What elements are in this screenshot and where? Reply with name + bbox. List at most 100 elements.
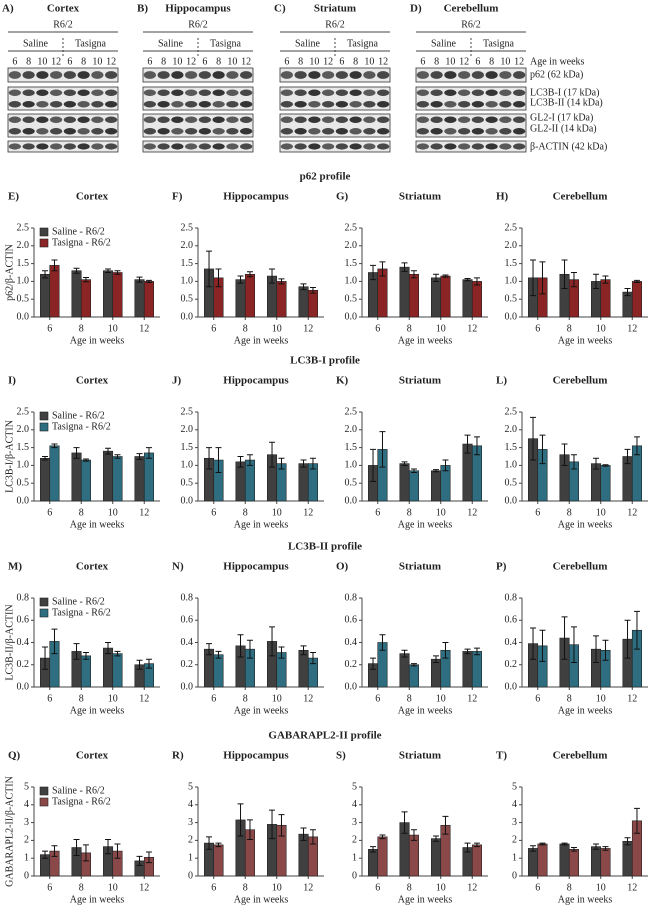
bar: [103, 270, 114, 318]
chart-title: Striatum: [399, 561, 441, 573]
blot-band: [485, 143, 498, 150]
x-axis-label: Age in weeks: [70, 335, 125, 346]
y-tick-label: 1.5: [505, 442, 518, 453]
x-tick-label: 12: [627, 507, 637, 518]
blot-band: [198, 116, 211, 123]
blot-band: [430, 71, 443, 79]
blot-band: [50, 71, 63, 79]
x-tick-label: 12: [627, 882, 637, 893]
error-bar: [410, 270, 417, 279]
error-bar: [401, 461, 408, 466]
error-bar: [269, 626, 276, 657]
blot-band: [91, 101, 104, 108]
error-bar: [593, 273, 600, 290]
blot-band: [513, 71, 526, 79]
y-tick-label: 2.5: [505, 406, 518, 417]
error-bar: [624, 619, 631, 659]
blot-band: [212, 101, 225, 108]
panel-letter: Q): [8, 750, 21, 762]
error-bar: [73, 447, 80, 459]
y-tick-label: 2.5: [181, 406, 194, 417]
y-tick-label: 0.0: [181, 681, 194, 692]
x-tick-label: 10: [436, 882, 446, 893]
chart-title: Striatum: [399, 191, 441, 203]
blot-band: [416, 101, 429, 108]
bar: [244, 459, 255, 502]
blot-band: [430, 89, 443, 96]
y-tick-label: 0: [188, 870, 193, 881]
age-label: 6: [475, 56, 480, 67]
blot-band: [143, 116, 156, 123]
age-label: 8: [489, 56, 494, 67]
x-tick-label: 8: [243, 693, 248, 704]
blot-band: [185, 116, 198, 123]
error-bar: [73, 643, 80, 660]
blot-band: [77, 101, 90, 108]
error-bar: [215, 842, 222, 848]
legend-label: Tasigna - R6/2: [52, 237, 111, 248]
blot-band: [157, 71, 170, 79]
x-tick-label: 10: [596, 323, 606, 334]
blot-band: [143, 143, 156, 150]
bar: [235, 461, 246, 502]
error-bar: [215, 447, 222, 474]
y-tick-label: 1.0: [505, 276, 518, 287]
error-bar: [114, 843, 121, 859]
x-tick-label: 8: [567, 323, 572, 334]
error-bar: [51, 628, 58, 655]
y-tick-label: 3: [188, 817, 193, 828]
bar: [112, 456, 123, 502]
chart-title: Cortex: [76, 561, 109, 573]
blot-band: [77, 143, 90, 150]
x-tick-label: 6: [535, 507, 540, 518]
x-tick-label: 8: [407, 882, 412, 893]
blot-band: [185, 71, 198, 79]
y-tick-label: 0.0: [505, 311, 518, 322]
error-bar: [530, 627, 537, 660]
x-axis-label: Age in weeks: [234, 705, 289, 716]
blot-band: [212, 143, 225, 150]
blot-band: [77, 116, 90, 123]
blot-band: [77, 89, 90, 96]
panel-title: Cerebellum: [444, 3, 499, 15]
y-tick-label: 3: [352, 817, 357, 828]
panel-letter: G): [336, 191, 349, 203]
blot-band: [471, 89, 484, 96]
blot-band: [458, 116, 471, 123]
panel-letter: I): [8, 375, 16, 387]
blot-band: [363, 128, 376, 135]
blot-band: [444, 89, 457, 96]
y-tick-label: 2.0: [17, 424, 30, 435]
y-axis-label: GABARAPL2-II/β-ACTIN: [4, 776, 15, 887]
error-bar: [602, 846, 609, 851]
error-bar: [433, 655, 440, 664]
panel-letter: D): [410, 3, 422, 15]
x-tick-label: 8: [243, 882, 248, 893]
y-tick-label: 1.0: [17, 460, 30, 471]
error-bar: [51, 259, 58, 272]
panel-letter: T): [496, 750, 507, 762]
age-label: 8: [26, 56, 31, 67]
error-bar: [278, 278, 285, 285]
legend-swatch: [39, 608, 49, 618]
y-tick-label: 0.5: [17, 293, 30, 304]
blot-band: [171, 89, 184, 96]
x-tick-label: 12: [467, 507, 477, 518]
y-tick-label: 3: [512, 817, 517, 828]
blot-band: [171, 101, 184, 108]
blot-band: [36, 71, 49, 79]
error-bar: [464, 648, 471, 655]
bar: [112, 653, 123, 688]
error-bar: [379, 834, 386, 840]
blot-band: [349, 89, 362, 96]
x-axis-label: Age in weeks: [398, 894, 453, 905]
blot-band: [77, 128, 90, 135]
chart-title: Cerebellum: [553, 561, 608, 573]
panel-letter: H): [496, 191, 509, 203]
age-label: 6: [420, 56, 425, 67]
y-tick-label: 4: [24, 799, 29, 810]
blot-band: [322, 101, 335, 108]
x-tick-label: 8: [79, 693, 84, 704]
legend-swatch: [39, 422, 49, 432]
legend-swatch: [39, 227, 49, 237]
